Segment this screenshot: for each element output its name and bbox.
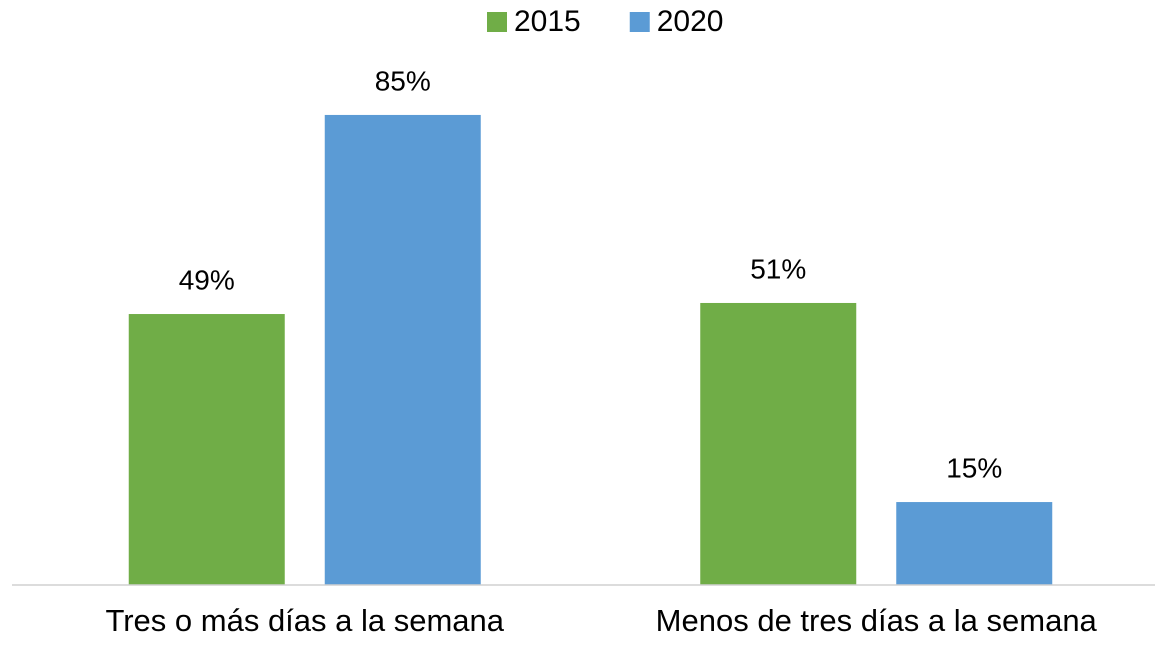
legend-swatch	[487, 12, 507, 32]
data-label: 49%	[179, 264, 235, 295]
data-label: 15%	[946, 452, 1002, 483]
legend-swatch	[629, 12, 650, 32]
legend-label: 2015	[514, 5, 581, 38]
legend-label: 2020	[657, 5, 724, 38]
bar	[700, 302, 857, 585]
bar	[896, 502, 1053, 585]
data-label: 85%	[375, 65, 431, 96]
data-label: 51%	[750, 253, 806, 284]
x-tick-label: Tres o más días a la semana	[105, 603, 504, 638]
bar	[128, 314, 285, 585]
x-tick-label: Menos de tres días a la semana	[656, 603, 1098, 638]
bar	[324, 114, 481, 585]
